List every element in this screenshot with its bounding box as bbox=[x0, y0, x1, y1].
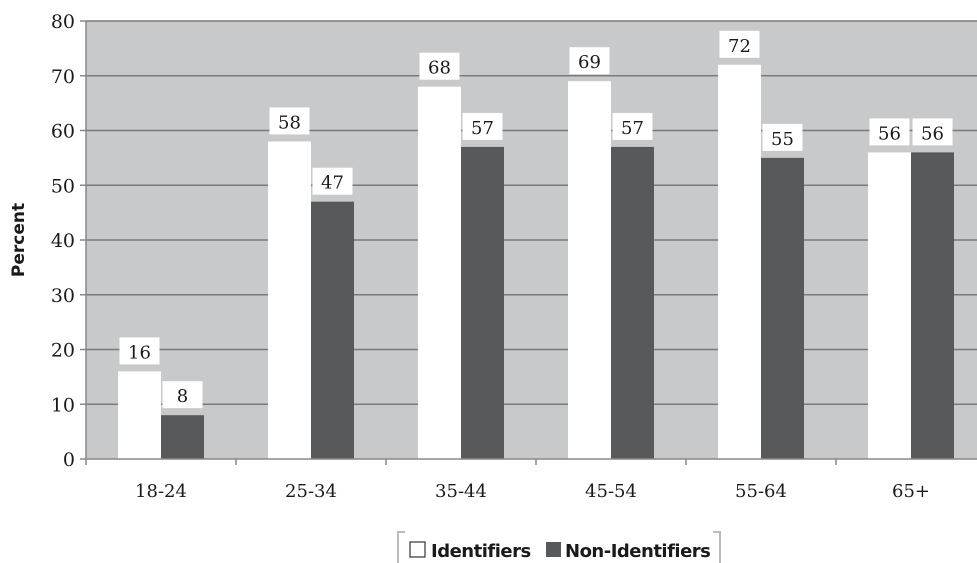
data-label-background bbox=[419, 52, 460, 80]
legend-identifiers-label: Identifiers bbox=[431, 541, 531, 562]
y-tick-label: 60 bbox=[51, 121, 75, 143]
y-axis-label: Percent bbox=[9, 203, 29, 277]
bar-identifiers bbox=[118, 371, 161, 459]
x-tick-label: 45-54 bbox=[585, 481, 637, 502]
bar-non-identifiers bbox=[161, 415, 204, 459]
data-label: 58 bbox=[278, 112, 301, 133]
bar-non-identifiers bbox=[461, 146, 504, 460]
y-tick-label: 50 bbox=[51, 175, 75, 197]
bar-identifiers bbox=[868, 152, 911, 459]
x-tick-label: 55-64 bbox=[735, 481, 787, 502]
data-label: 57 bbox=[621, 118, 644, 139]
data-label: 57 bbox=[471, 118, 494, 139]
bar-non-identifiers bbox=[761, 157, 804, 459]
data-label: 8 bbox=[177, 386, 188, 407]
x-tick-label: 65+ bbox=[892, 481, 930, 502]
data-label-background bbox=[269, 107, 310, 135]
y-tick-label: 10 bbox=[51, 394, 75, 416]
data-label: 55 bbox=[771, 129, 794, 150]
y-tick-label: 30 bbox=[51, 285, 75, 307]
bars bbox=[118, 64, 954, 460]
data-labels: 16 8 58 47 68 57 69 57 72 55 56 56 bbox=[119, 30, 953, 409]
bar-identifiers bbox=[418, 86, 461, 459]
data-label-background bbox=[762, 123, 803, 151]
y-tick-label: 0 bbox=[63, 449, 75, 471]
y-tick-label: 70 bbox=[51, 66, 75, 88]
data-label-background bbox=[162, 381, 203, 409]
data-label: 69 bbox=[578, 52, 601, 73]
data-label: 56 bbox=[878, 123, 901, 144]
bar-identifiers bbox=[568, 81, 611, 459]
legend-identifiers-swatch bbox=[409, 541, 426, 558]
data-label-background bbox=[612, 112, 653, 140]
data-label-background bbox=[462, 112, 503, 140]
bar-non-identifiers bbox=[311, 201, 354, 460]
legend-right-bracket bbox=[713, 531, 721, 563]
data-label: 47 bbox=[321, 173, 344, 194]
x-tick-label: 35-44 bbox=[435, 481, 487, 502]
x-tick-label: 18-24 bbox=[135, 481, 187, 502]
data-label: 72 bbox=[728, 36, 751, 57]
data-label-background bbox=[912, 118, 953, 146]
gridlines bbox=[86, 20, 977, 405]
bar-identifiers bbox=[268, 141, 311, 459]
x-tick-label: 25-34 bbox=[285, 481, 337, 502]
legend: Identifiers Non-Identifiers bbox=[397, 531, 721, 563]
data-label: 68 bbox=[428, 58, 451, 79]
legend-left-bracket bbox=[397, 531, 405, 563]
legend-non-identifiers-swatch bbox=[546, 542, 561, 557]
data-label-background bbox=[719, 30, 760, 58]
bar-non-identifiers bbox=[911, 152, 954, 459]
y-tick-label: 40 bbox=[51, 230, 75, 252]
legend-non-identifiers-label: Non-Identifiers bbox=[565, 541, 710, 562]
data-label-background bbox=[119, 337, 160, 365]
bar-non-identifiers bbox=[611, 146, 654, 460]
y-tick-label: 80 bbox=[51, 11, 75, 33]
axes: 0 10 20 30 40 50 60 70 80 18-24 25-34 35-44 45-54 55-… bbox=[51, 11, 977, 502]
data-label: 16 bbox=[128, 342, 151, 363]
bar-identifiers bbox=[718, 64, 761, 460]
y-tick-label: 20 bbox=[51, 340, 75, 362]
data-label: 56 bbox=[921, 123, 944, 144]
data-label-background bbox=[569, 47, 610, 75]
data-label-background bbox=[312, 167, 353, 195]
data-label-background bbox=[869, 118, 910, 146]
